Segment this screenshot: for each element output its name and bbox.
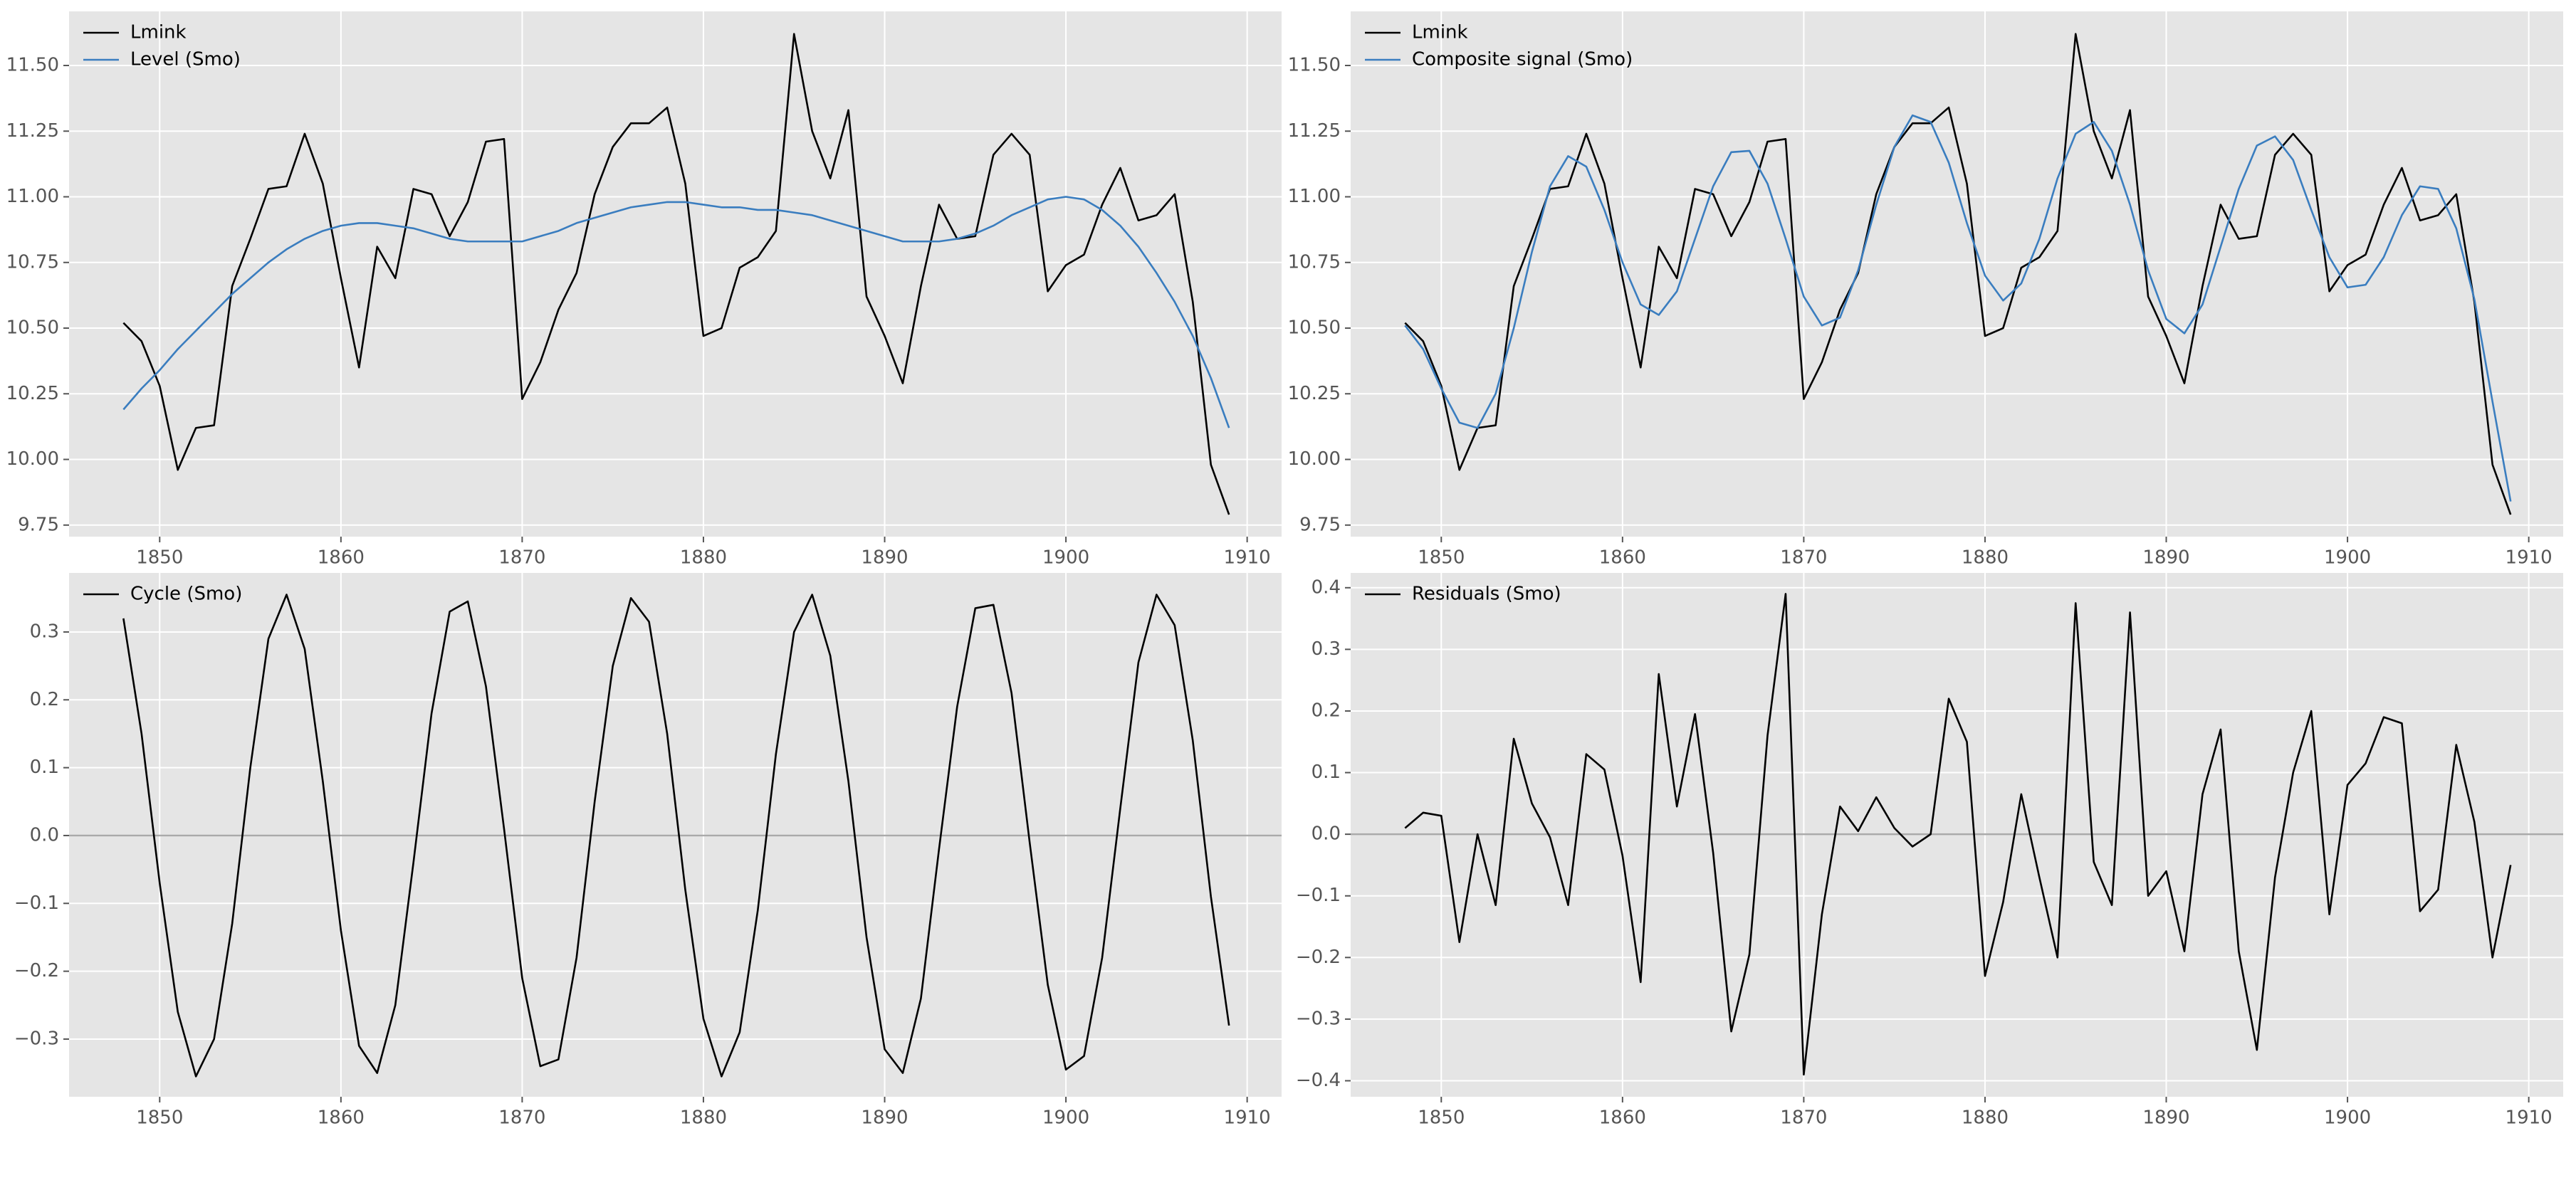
y-tick-label: 11.25 [6, 120, 59, 142]
x-tick-label: 1910 [1224, 547, 1271, 569]
x-tick-label: 1860 [318, 1107, 365, 1129]
subplot: 9.75 10.00 10.25 10.50 10.75 11.00 11.25 11.50 1… [1288, 11, 2563, 569]
subplot: 9.75 10.00 10.25 10.50 10.75 11.00 11.25 11.50 1… [6, 11, 1282, 569]
y-tick-label: 10.50 [6, 317, 59, 339]
legend-label: Lmink [130, 22, 187, 43]
y-tick-label: 10.75 [6, 251, 59, 273]
y-tick-label: −0.2 [1296, 947, 1341, 968]
series-line [1404, 33, 2512, 515]
x-tick-label: 1870 [498, 1107, 545, 1129]
x-tick-label: 1910 [1224, 1107, 1271, 1129]
x-tick-label: 1850 [136, 547, 183, 569]
x-tick-label: 1880 [680, 1107, 727, 1129]
y-tick-label: 0.0 [1311, 823, 1341, 845]
y-tick-label: 0.2 [1311, 700, 1341, 721]
x-tick-label: 1860 [318, 547, 365, 569]
y-tick-label: 11.25 [1288, 120, 1341, 142]
y-tick-label: −0.1 [14, 892, 59, 914]
y-tick-label: 0.4 [1311, 576, 1341, 598]
x-tick-label: 1860 [1599, 1107, 1646, 1129]
x-tick-label: 1850 [1418, 1107, 1465, 1129]
x-tick-label: 1870 [498, 547, 545, 569]
x-tick-label: 1850 [1418, 547, 1465, 569]
legend-label: Residuals (Smo) [1412, 584, 1561, 605]
series-line [122, 33, 1230, 515]
x-tick-label: 1890 [2142, 1107, 2189, 1129]
x-tick-label: 1900 [1042, 547, 1089, 569]
y-tick-label: −0.2 [14, 960, 59, 981]
x-tick-label: 1860 [1599, 547, 1646, 569]
series-line [122, 196, 1230, 428]
y-tick-label: −0.1 [1296, 885, 1341, 906]
x-tick-label: 1890 [2142, 547, 2189, 569]
plot-area [69, 11, 1282, 537]
legend-label: Level (Smo) [130, 49, 241, 70]
legend-label: Lmink [1412, 22, 1468, 43]
x-tick-label: 1910 [2506, 547, 2553, 569]
x-tick-label: 1880 [1962, 547, 2009, 569]
legend-label: Composite signal (Smo) [1412, 49, 1633, 70]
subplot: −0.3 −0.2 −0.1 0.0 0.1 0.2 0.3 1850 1860 1870 1880… [14, 573, 1282, 1129]
x-tick-label: 1880 [680, 547, 727, 569]
subplot: −0.4 −0.3 −0.2 −0.1 0.0 0.1 0.2 0.3 0.4 1850 1860 1… [1296, 573, 2563, 1129]
x-tick-label: 1900 [1042, 1107, 1089, 1129]
y-tick-label: 9.75 [18, 514, 59, 535]
x-tick-label: 1850 [136, 1107, 183, 1129]
y-tick-label: 0.2 [30, 689, 59, 710]
y-tick-label: 11.00 [6, 186, 59, 207]
x-tick-label: 1890 [861, 1107, 908, 1129]
y-tick-label: 11.50 [1288, 55, 1341, 76]
y-tick-label: −0.4 [1296, 1070, 1341, 1091]
y-tick-label: 11.50 [6, 55, 59, 76]
x-tick-label: 1870 [1780, 547, 1827, 569]
y-tick-label: 10.75 [1288, 251, 1341, 273]
plot-area [1351, 11, 2563, 537]
x-tick-label: 1870 [1780, 1107, 1827, 1129]
x-tick-label: 1900 [2324, 1107, 2371, 1129]
y-tick-label: 0.1 [1311, 762, 1341, 783]
y-tick-label: 0.3 [1311, 638, 1341, 660]
x-tick-label: 1890 [861, 547, 908, 569]
y-tick-label: 10.25 [1288, 383, 1341, 404]
y-tick-label: 10.25 [6, 383, 59, 404]
series-line [122, 594, 1230, 1078]
y-tick-label: 10.50 [1288, 317, 1341, 339]
y-tick-label: 0.1 [30, 757, 59, 778]
series-line [1404, 593, 2512, 1076]
y-tick-label: 0.3 [30, 621, 59, 642]
y-tick-label: 0.0 [30, 824, 59, 846]
y-tick-label: −0.3 [14, 1028, 59, 1049]
x-tick-label: 1900 [2324, 547, 2371, 569]
x-tick-label: 1880 [1962, 1107, 2009, 1129]
y-tick-label: 9.75 [1299, 514, 1341, 535]
series-line [1404, 114, 2512, 502]
y-tick-label: 11.00 [1288, 186, 1341, 207]
y-tick-label: 10.00 [6, 448, 59, 470]
x-tick-label: 1910 [2506, 1107, 2553, 1129]
y-tick-label: −0.3 [1296, 1008, 1341, 1029]
y-tick-label: 10.00 [1288, 448, 1341, 470]
legend-label: Cycle (Smo) [130, 584, 242, 605]
